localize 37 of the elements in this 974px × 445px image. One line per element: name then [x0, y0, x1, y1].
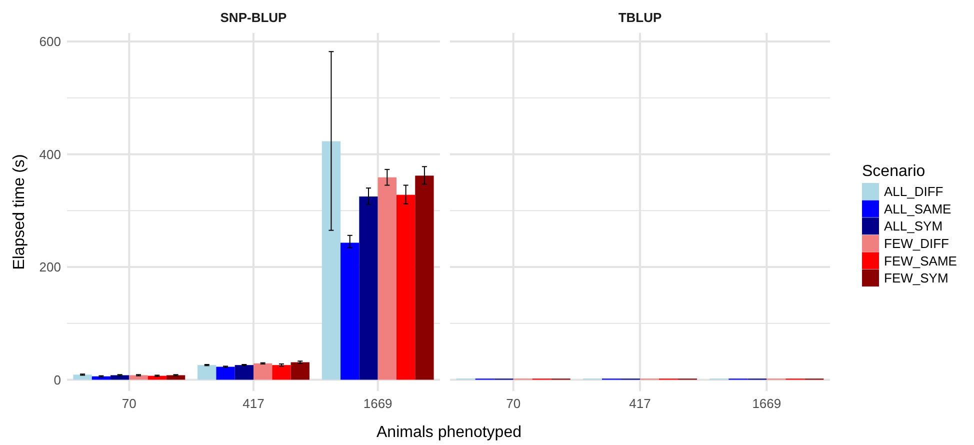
bar: [322, 141, 341, 380]
chart-title: SNP-BLUP: [220, 10, 288, 25]
x-tick-label: 417: [242, 396, 264, 411]
x-tick-label: 70: [122, 396, 136, 411]
bar: [396, 194, 416, 380]
legend-label: FEW_SAME: [884, 253, 958, 268]
bar: [110, 375, 130, 380]
bar: [290, 362, 310, 380]
bar: [166, 375, 186, 380]
bar: [378, 177, 396, 380]
bar: [415, 176, 434, 380]
legend-label: FEW_SYM: [884, 270, 948, 286]
y-axis-title: Elapsed time (s): [11, 154, 28, 270]
legend-label: ALL_SAME: [884, 201, 952, 216]
chart-title: TBLUP: [618, 10, 662, 25]
bar: [129, 375, 148, 380]
x-axis-title: Animals phenotyped: [376, 424, 522, 441]
x-tick-label: 70: [506, 396, 521, 411]
x-tick-label: 1669: [363, 396, 392, 411]
legend-label: ALL_SYM: [884, 218, 943, 234]
bar: [254, 363, 272, 380]
x-tick-label: 1669: [752, 396, 782, 411]
y-tick-label: 0: [54, 372, 61, 388]
y-tick-label: 600: [39, 34, 61, 50]
y-tick-label: 200: [39, 260, 61, 275]
bar: [340, 242, 360, 380]
bar: [234, 365, 254, 380]
bar: [359, 196, 378, 380]
bar: [272, 365, 291, 380]
bar: [198, 365, 216, 380]
y-tick-label: 400: [39, 146, 61, 162]
bar: [216, 366, 235, 380]
legend-label: FEW_DIFF: [884, 236, 950, 251]
x-tick-label: 417: [629, 396, 651, 411]
bar: [73, 374, 92, 380]
legend-label: ALL_DIFF: [884, 184, 944, 200]
legend-title: Scenario: [862, 163, 926, 180]
